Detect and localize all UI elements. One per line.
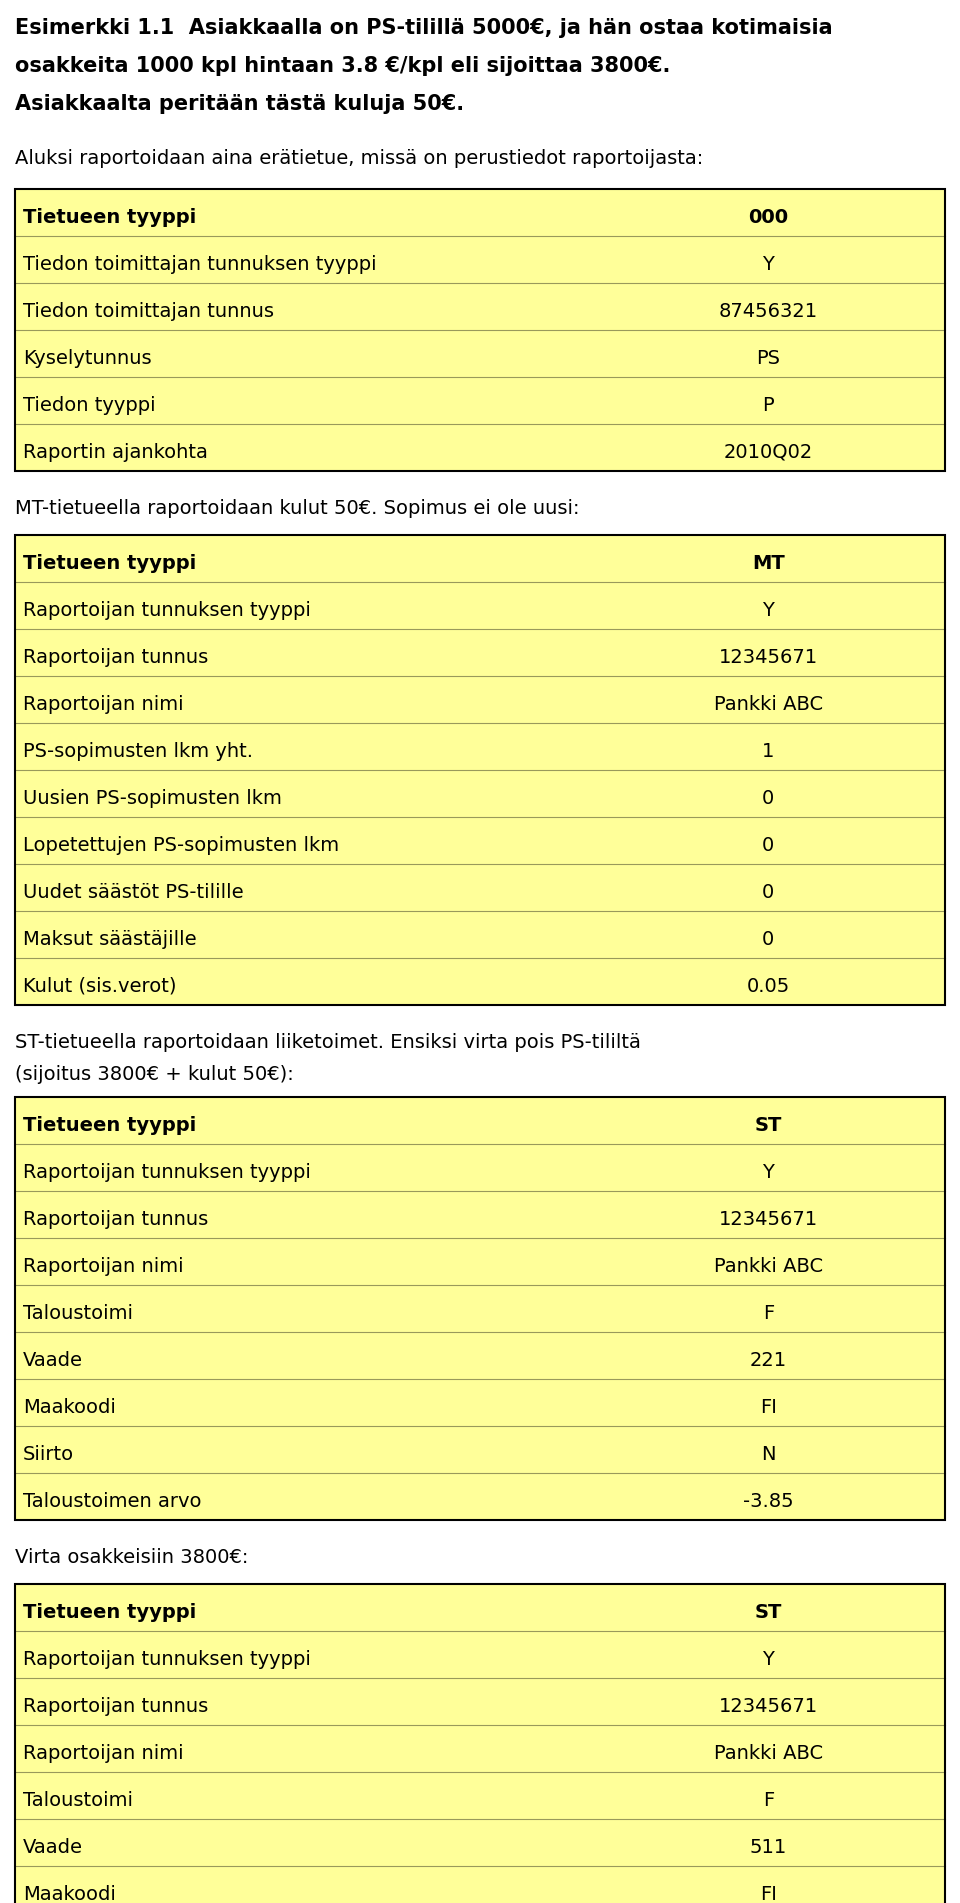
Text: Raportoijan tunnuksen tyyppi: Raportoijan tunnuksen tyyppi <box>23 1650 311 1669</box>
Text: Maakoodi: Maakoodi <box>23 1884 116 1903</box>
Text: MT: MT <box>752 554 784 573</box>
Text: MT-tietueella raportoidaan kulut 50€. Sopimus ei ole uusi:: MT-tietueella raportoidaan kulut 50€. So… <box>15 499 580 518</box>
Text: Tiedon toimittajan tunnuksen tyyppi: Tiedon toimittajan tunnuksen tyyppi <box>23 255 376 274</box>
Bar <box>15 1583 945 1903</box>
Text: -3.85: -3.85 <box>743 1492 794 1511</box>
Text: (sijoitus 3800€ + kulut 50€):: (sijoitus 3800€ + kulut 50€): <box>15 1066 294 1085</box>
Text: 87456321: 87456321 <box>719 301 818 320</box>
Text: Lopetettujen PS-sopimusten lkm: Lopetettujen PS-sopimusten lkm <box>23 835 339 854</box>
Text: Uusien PS-sopimusten lkm: Uusien PS-sopimusten lkm <box>23 788 282 807</box>
Text: 12345671: 12345671 <box>719 647 818 666</box>
Text: Tietueen tyyppi: Tietueen tyyppi <box>23 1602 196 1621</box>
Text: 12345671: 12345671 <box>719 1210 818 1229</box>
Text: Y: Y <box>762 255 774 274</box>
Text: Tiedon tyyppi: Tiedon tyyppi <box>23 396 156 415</box>
Text: Asiakkaalta peritään tästä kuluja 50€.: Asiakkaalta peritään tästä kuluja 50€. <box>15 93 464 114</box>
Text: Raportoijan tunnus: Raportoijan tunnus <box>23 1210 208 1229</box>
Text: Vaade: Vaade <box>23 1838 83 1857</box>
Text: Raportoijan tunnuksen tyyppi: Raportoijan tunnuksen tyyppi <box>23 1163 311 1182</box>
Text: Tietueen tyyppi: Tietueen tyyppi <box>23 554 196 573</box>
Text: FI: FI <box>760 1884 777 1903</box>
Text: Tietueen tyyppi: Tietueen tyyppi <box>23 1115 196 1134</box>
Text: FI: FI <box>760 1397 777 1416</box>
Text: ST-tietueella raportoidaan liiketoimet. Ensiksi virta pois PS-tililtä: ST-tietueella raportoidaan liiketoimet. … <box>15 1033 641 1052</box>
Text: Raportoijan tunnuksen tyyppi: Raportoijan tunnuksen tyyppi <box>23 601 311 620</box>
Text: 511: 511 <box>750 1838 787 1857</box>
Text: 2010Q02: 2010Q02 <box>724 443 813 462</box>
Text: F: F <box>762 1791 774 1810</box>
Text: 0.05: 0.05 <box>747 976 790 995</box>
Text: 12345671: 12345671 <box>719 1697 818 1717</box>
Text: 0: 0 <box>762 929 775 948</box>
Text: Raportoijan nimi: Raportoijan nimi <box>23 695 183 714</box>
Bar <box>15 1096 945 1520</box>
Text: F: F <box>762 1304 774 1323</box>
Text: Tiedon toimittajan tunnus: Tiedon toimittajan tunnus <box>23 301 274 320</box>
Text: Y: Y <box>762 1650 774 1669</box>
Text: Taloustoimen arvo: Taloustoimen arvo <box>23 1492 202 1511</box>
Bar <box>15 188 945 472</box>
Text: Maksut säästäjille: Maksut säästäjille <box>23 929 197 948</box>
Text: Siirto: Siirto <box>23 1444 74 1463</box>
Text: Y: Y <box>762 1163 774 1182</box>
Text: osakkeita 1000 kpl hintaan 3.8 €/kpl eli sijoittaa 3800€.: osakkeita 1000 kpl hintaan 3.8 €/kpl eli… <box>15 55 670 76</box>
Text: Pankki ABC: Pankki ABC <box>713 1256 823 1275</box>
Text: Raportoijan tunnus: Raportoijan tunnus <box>23 647 208 666</box>
Text: N: N <box>761 1444 776 1463</box>
Text: Raportoijan nimi: Raportoijan nimi <box>23 1743 183 1762</box>
Text: 000: 000 <box>748 207 788 226</box>
Text: Esimerkki 1.1  Asiakkaalla on PS-tilillä 5000€, ja hän ostaa kotimaisia: Esimerkki 1.1 Asiakkaalla on PS-tilillä … <box>15 17 832 38</box>
Text: Raportoijan nimi: Raportoijan nimi <box>23 1256 183 1275</box>
Text: 0: 0 <box>762 883 775 902</box>
Text: Uudet säästöt PS-tilille: Uudet säästöt PS-tilille <box>23 883 244 902</box>
Text: Y: Y <box>762 601 774 620</box>
Text: Tietueen tyyppi: Tietueen tyyppi <box>23 207 196 226</box>
Bar <box>15 535 945 1005</box>
Text: 0: 0 <box>762 788 775 807</box>
Text: Raportoijan tunnus: Raportoijan tunnus <box>23 1697 208 1717</box>
Text: Kulut (sis.verot): Kulut (sis.verot) <box>23 976 177 995</box>
Text: Pankki ABC: Pankki ABC <box>713 1743 823 1762</box>
Text: P: P <box>762 396 774 415</box>
Text: Pankki ABC: Pankki ABC <box>713 695 823 714</box>
Text: Vaade: Vaade <box>23 1351 83 1370</box>
Text: Kyselytunnus: Kyselytunnus <box>23 348 152 367</box>
Text: Raportin ajankohta: Raportin ajankohta <box>23 443 208 462</box>
Text: Maakoodi: Maakoodi <box>23 1397 116 1416</box>
Text: Taloustoimi: Taloustoimi <box>23 1304 133 1323</box>
Text: PS: PS <box>756 348 780 367</box>
Text: Aluksi raportoidaan aina erätietue, missä on perustiedot raportoijasta:: Aluksi raportoidaan aina erätietue, miss… <box>15 148 704 167</box>
Text: 0: 0 <box>762 835 775 854</box>
Text: 1: 1 <box>762 742 775 761</box>
Text: ST: ST <box>755 1115 782 1134</box>
Text: ST: ST <box>755 1602 782 1621</box>
Text: PS-sopimusten lkm yht.: PS-sopimusten lkm yht. <box>23 742 253 761</box>
Text: 221: 221 <box>750 1351 787 1370</box>
Text: Taloustoimi: Taloustoimi <box>23 1791 133 1810</box>
Text: Virta osakkeisiin 3800€:: Virta osakkeisiin 3800€: <box>15 1547 249 1566</box>
